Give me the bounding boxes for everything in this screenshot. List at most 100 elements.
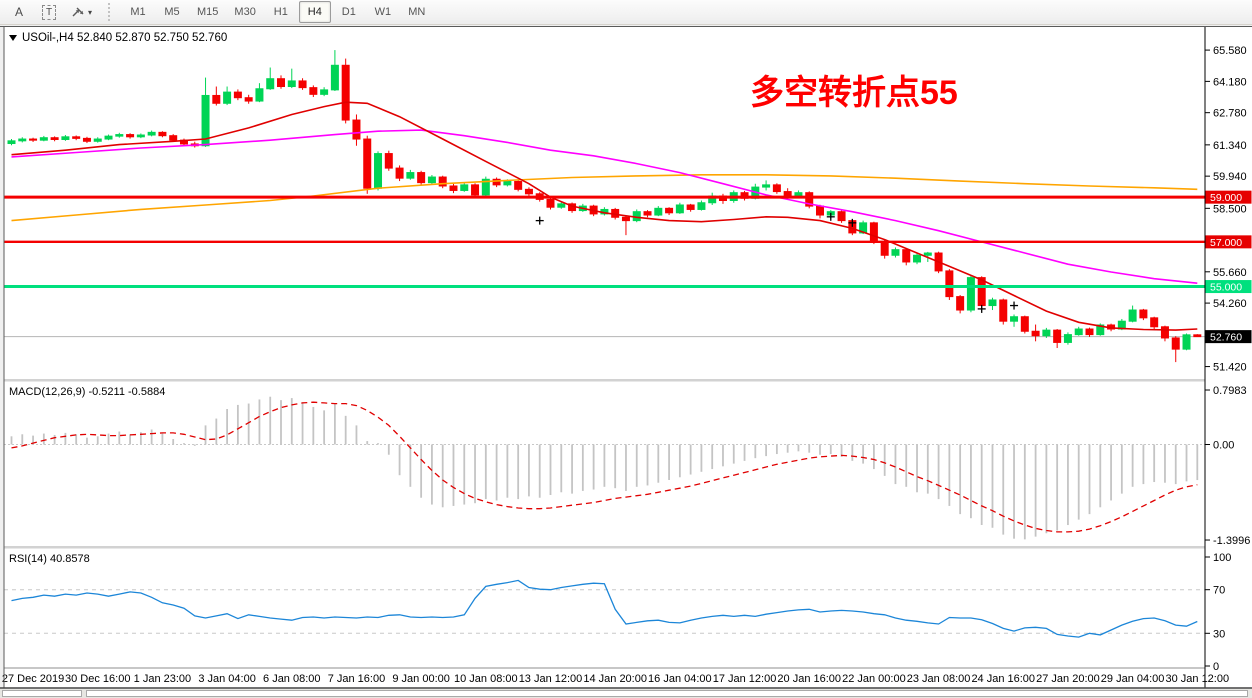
- candle-body: [438, 176, 447, 187]
- candle-body: [1182, 334, 1191, 350]
- candle-body: [913, 254, 922, 263]
- candle-body: [29, 138, 38, 141]
- candle-body: [762, 184, 771, 188]
- candle-body: [460, 184, 469, 191]
- candle-body: [1042, 329, 1051, 337]
- candle-body: [837, 211, 846, 222]
- time-tick-label: 14 Jan 20:00: [583, 673, 647, 685]
- time-tick-label: 30 Jan 12:00: [1165, 673, 1229, 685]
- timeframe-m15-button[interactable]: M15: [197, 6, 219, 18]
- price-badge-label: 59.000: [1210, 192, 1242, 204]
- candle-body: [126, 134, 135, 138]
- candle-body: [880, 241, 889, 256]
- candle-body: [1085, 328, 1094, 336]
- time-tick-label: 16 Jan 04:00: [648, 673, 712, 685]
- candle-body: [309, 87, 318, 95]
- candle-body: [1020, 316, 1029, 332]
- arrows-icon: [72, 7, 84, 17]
- candle-body: [1063, 334, 1072, 343]
- candle-body: [374, 153, 383, 189]
- doji-cross-markers: [535, 212, 1019, 313]
- moving-average-fast-red: [11, 101, 1198, 331]
- candle-body: [999, 299, 1008, 322]
- timeframe-m1-button[interactable]: M1: [130, 6, 146, 18]
- price-badge-label: 57.000: [1210, 237, 1242, 249]
- chevron-down-icon: ▾: [88, 7, 93, 17]
- timeframe-m30-button[interactable]: M30: [234, 6, 256, 18]
- rsi-tick-label: 100: [1213, 552, 1231, 564]
- price-badge-55.000: [1205, 280, 1252, 294]
- price-tick-label: 65.580: [1213, 45, 1247, 57]
- time-tick-label: 30 Dec 16:00: [65, 673, 130, 685]
- candle-body: [72, 136, 81, 139]
- price-tick-label: 54.260: [1213, 298, 1247, 310]
- time-tick-label: 1 Jan 23:00: [134, 673, 192, 685]
- candle-body: [654, 207, 663, 216]
- price-badge-52.760: [1205, 330, 1252, 344]
- price-badge-label: 55.000: [1210, 282, 1242, 294]
- time-tick-label: 20 Jan 16:00: [777, 673, 841, 685]
- time-tick-label: 13 Jan 12:00: [519, 673, 583, 685]
- candle-body: [39, 137, 48, 141]
- candle-body: [1031, 330, 1040, 337]
- time-tick-label: 23 Jan 08:00: [907, 673, 971, 685]
- candle-body: [115, 134, 124, 137]
- candle-body: [330, 64, 339, 91]
- timeframe-w1-button[interactable]: W1: [374, 6, 392, 18]
- candle-body: [643, 211, 652, 216]
- moving-average-mid-magenta: [11, 129, 1198, 284]
- candle-body: [665, 207, 674, 214]
- price-badge-57.000: [1205, 235, 1252, 249]
- symbol-dropdown-triangle-icon: [9, 35, 17, 41]
- candle-body: [352, 119, 361, 140]
- candle-body: [384, 153, 393, 169]
- candle-body: [632, 211, 641, 222]
- status-box-left: [2, 690, 82, 697]
- candle-body: [1171, 337, 1180, 350]
- rsi-tick-label: 70: [1213, 585, 1225, 597]
- candle-body: [233, 91, 242, 99]
- timeframe-m5-button[interactable]: M5: [164, 6, 180, 18]
- candle-body: [427, 176, 436, 184]
- candle-body: [147, 131, 156, 136]
- candle-body: [923, 252, 932, 256]
- time-tick-label: 27 Jan 20:00: [1036, 673, 1100, 685]
- time-tick-label: 17 Jan 12:00: [713, 673, 777, 685]
- separator-macd-rsi: [4, 546, 1205, 549]
- candle-body: [686, 204, 695, 210]
- candlesticks: [7, 50, 1202, 363]
- candle-body: [1150, 317, 1159, 328]
- moving-average-slow-orange: [11, 174, 1198, 222]
- time-tick-label: 6 Jan 08:00: [263, 673, 321, 685]
- candle-body: [298, 80, 307, 89]
- timeframe-d1-button[interactable]: D1: [341, 6, 356, 18]
- toolbar: A T ▾ M1 M5 M15 M30 H1 H4 D1 W1 MN: [0, 0, 1252, 25]
- candle-body: [406, 172, 415, 179]
- candle-body: [136, 134, 145, 138]
- candle-body: [675, 204, 684, 214]
- macd-label: MACD(12,26,9) -0.5211 -0.5884: [9, 386, 165, 398]
- candle-body: [93, 138, 102, 142]
- candle-body: [82, 137, 91, 142]
- timeframe-h1-button[interactable]: H1: [273, 6, 288, 18]
- timeframe-mn-button[interactable]: MN: [408, 6, 426, 18]
- chart-title-ohlc: USOil-,H4 52.840 52.870 52.750 52.760: [22, 32, 227, 44]
- chart-annotation-text[interactable]: 多空转折点55: [750, 74, 958, 112]
- candle-body: [1128, 309, 1137, 322]
- candle-body: [966, 277, 975, 311]
- candle-body: [514, 181, 523, 190]
- arrow-text-tool-button[interactable]: A: [5, 1, 33, 23]
- symbols-dropdown-button[interactable]: ▾: [65, 1, 97, 23]
- text-box-tool-button[interactable]: T: [35, 1, 63, 23]
- candle-body: [988, 299, 997, 307]
- candle-body: [277, 78, 285, 88]
- price-badge-59.000: [1205, 190, 1252, 204]
- candle-body: [50, 137, 59, 140]
- price-tick-label: 64.180: [1213, 76, 1247, 88]
- candle-body: [891, 249, 900, 256]
- time-tick-label: 24 Jan 16:00: [971, 673, 1035, 685]
- separator-main-macd: [4, 379, 1205, 382]
- timeframe-h4-button[interactable]: H4: [298, 1, 331, 23]
